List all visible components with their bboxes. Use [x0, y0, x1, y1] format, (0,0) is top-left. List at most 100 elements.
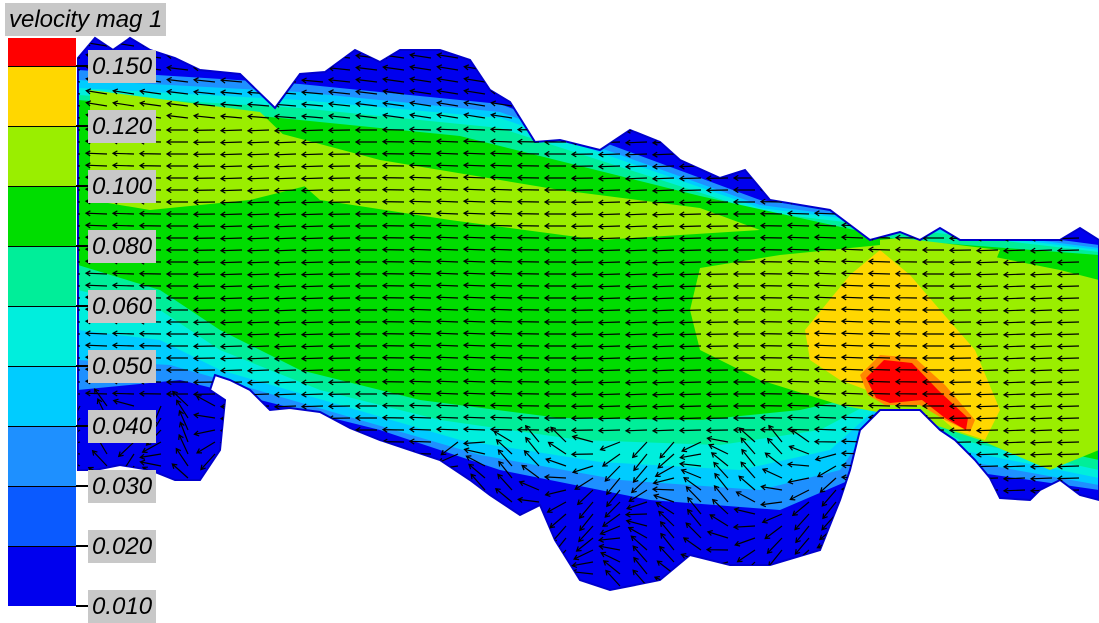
velocity-arrow	[975, 259, 999, 266]
velocity-arrow	[354, 378, 377, 386]
velocity-arrow	[354, 510, 377, 518]
velocity-arrow	[678, 127, 702, 134]
velocity-arrow	[678, 199, 702, 206]
velocity-arrow	[300, 187, 324, 194]
velocity-arrow	[1002, 163, 1026, 170]
velocity-arrow	[1002, 319, 1026, 326]
velocity-arrow	[570, 283, 594, 290]
velocity-arrow	[597, 536, 621, 543]
velocity-arrow	[219, 235, 243, 242]
velocity-arrow	[463, 542, 486, 551]
velocity-arrow	[138, 282, 162, 289]
velocity-arrow	[570, 139, 594, 146]
velocity-arrow	[165, 318, 188, 326]
velocity-arrow	[759, 354, 783, 361]
velocity-arrow	[1056, 379, 1080, 386]
colorbar-swatch	[8, 546, 76, 606]
velocity-arrow	[1002, 151, 1026, 158]
velocity-arrow	[570, 223, 594, 230]
velocity-arrow	[660, 532, 675, 551]
velocity-arrow	[1056, 499, 1080, 506]
velocity-arrow	[497, 585, 513, 590]
velocity-arrow	[1056, 319, 1080, 326]
velocity-arrow	[138, 330, 162, 337]
velocity-arrow	[273, 547, 297, 554]
velocity-arrow	[246, 199, 270, 206]
velocity-arrow	[597, 367, 621, 374]
velocity-arrow	[687, 496, 702, 515]
velocity-arrow	[219, 77, 243, 84]
velocity-arrow	[921, 498, 944, 506]
velocity-arrow	[200, 453, 216, 471]
velocity-arrow	[840, 150, 864, 157]
velocity-arrow	[574, 477, 594, 490]
velocity-arrow	[543, 126, 566, 134]
velocity-arrow	[921, 126, 944, 134]
velocity-arrow	[219, 523, 243, 530]
velocity-arrow	[975, 247, 999, 254]
velocity-arrow	[678, 355, 702, 362]
velocity-arrow	[166, 513, 189, 522]
velocity-arrow	[894, 534, 918, 541]
velocity-arrow	[626, 501, 648, 511]
velocity-arrow	[300, 295, 324, 302]
velocity-arrow	[705, 355, 729, 362]
velocity-arrow	[814, 52, 837, 59]
velocity-arrow	[759, 402, 783, 409]
velocity-arrow	[678, 415, 702, 422]
colorbar-swatch	[8, 246, 76, 306]
velocity-arrow	[435, 414, 459, 421]
velocity-arrow	[544, 100, 567, 108]
velocity-arrow	[894, 558, 918, 565]
velocity-arrow	[354, 330, 377, 338]
colorbar-tick-label: 0.100	[88, 170, 157, 203]
velocity-arrow	[327, 139, 351, 146]
velocity-arrow	[327, 343, 351, 350]
velocity-arrow	[759, 366, 783, 373]
velocity-arrow	[708, 443, 729, 455]
velocity-arrow	[651, 486, 675, 493]
velocity-arrow	[138, 162, 162, 169]
velocity-arrow	[894, 318, 918, 325]
velocity-arrow	[246, 499, 270, 506]
velocity-arrow	[678, 151, 702, 158]
velocity-arrow	[624, 355, 648, 362]
velocity-arrow	[599, 441, 621, 452]
velocity-arrow	[597, 391, 621, 398]
velocity-arrow	[246, 101, 270, 108]
velocity-arrow	[327, 331, 351, 338]
velocity-arrow	[624, 89, 648, 96]
velocity-arrow	[678, 175, 702, 182]
velocity-arrow	[787, 52, 810, 59]
velocity-arrow	[1056, 139, 1080, 146]
velocity-arrow	[741, 585, 756, 590]
velocity-arrow	[381, 282, 405, 289]
velocity-arrow	[543, 342, 566, 350]
velocity-arrow	[867, 186, 891, 193]
velocity-arrow	[219, 427, 243, 434]
velocity-arrow	[733, 52, 756, 59]
velocity-arrow	[409, 52, 432, 59]
velocity-arrow	[273, 307, 297, 314]
velocity-arrow	[597, 307, 621, 314]
velocity-arrow	[1029, 583, 1053, 590]
velocity-arrow	[381, 450, 405, 457]
velocity-arrow	[84, 282, 108, 289]
velocity-arrow	[195, 395, 216, 407]
velocity-arrow	[516, 414, 540, 421]
velocity-arrow	[516, 246, 540, 253]
colorbar-swatch	[8, 306, 76, 366]
velocity-arrow	[921, 462, 944, 470]
velocity-arrow	[624, 175, 648, 182]
velocity-arrow	[205, 477, 216, 499]
velocity-arrow	[759, 210, 783, 217]
velocity-arrow	[300, 53, 324, 60]
colorbar-tick	[76, 125, 88, 127]
velocity-arrow	[632, 465, 648, 483]
velocity-arrow	[1056, 571, 1080, 578]
velocity-arrow	[490, 112, 513, 119]
velocity-arrow	[409, 100, 432, 107]
velocity-arrow	[138, 390, 162, 397]
velocity-arrow	[543, 402, 566, 410]
